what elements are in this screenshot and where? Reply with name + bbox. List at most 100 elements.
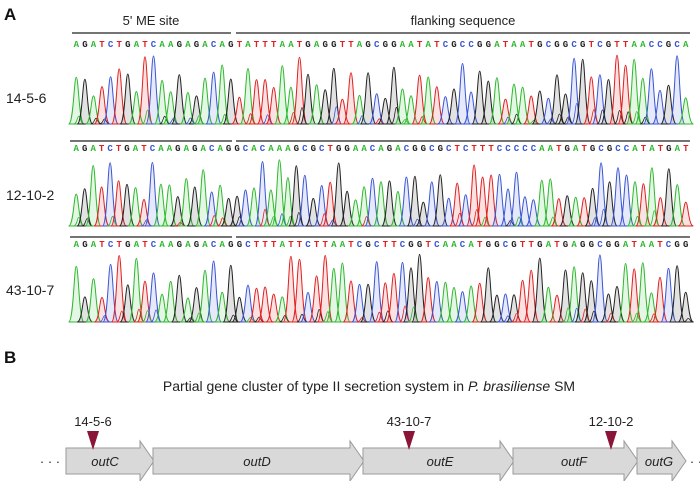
trace-peak <box>256 286 274 323</box>
trace-peak <box>265 293 282 323</box>
sample-label-12-10-2: 12-10-2 <box>6 187 54 203</box>
base-call: T <box>554 240 560 250</box>
gene-label-outE: outE <box>427 454 454 469</box>
trace-noise-peak <box>133 308 145 323</box>
base-call: T <box>383 240 389 250</box>
trace-peak <box>454 62 471 125</box>
base-call: C <box>260 144 266 154</box>
trace-peak <box>239 284 257 323</box>
trace-noise-peak <box>330 106 342 125</box>
base-call: G <box>305 40 310 50</box>
trace-noise-peak <box>648 313 660 323</box>
base-call: T <box>503 40 509 50</box>
dots-left: · · · <box>40 454 60 469</box>
trace-peak <box>178 177 195 227</box>
base-call: A <box>168 240 174 250</box>
base-call: G <box>606 240 611 250</box>
trace-peak <box>256 78 274 125</box>
trace-noise-peak <box>244 113 257 125</box>
base-call: A <box>217 144 223 154</box>
trace-peak <box>593 162 610 227</box>
base-call: G <box>417 240 422 250</box>
base-call: T <box>657 240 663 250</box>
trace-peak <box>111 68 128 125</box>
base-call: T <box>348 240 354 250</box>
base-call: A <box>683 40 689 50</box>
base-call: G <box>477 40 482 50</box>
trace-peak <box>359 72 377 125</box>
base-call: G <box>451 40 456 50</box>
trace-peak <box>540 286 557 323</box>
base-call: C <box>503 240 509 250</box>
base-call: A <box>185 240 191 250</box>
trace-peak <box>145 272 162 323</box>
base-call: G <box>606 40 611 50</box>
trace-peak <box>591 254 609 323</box>
base-call: C <box>108 240 114 250</box>
base-call: G <box>683 240 688 250</box>
base-call: C <box>468 40 474 50</box>
trace-noise-peak <box>562 116 574 125</box>
trace-peak <box>271 159 288 227</box>
base-call: C <box>615 144 621 154</box>
base-call: T <box>391 240 397 250</box>
base-call: G <box>82 40 87 50</box>
trace-peak <box>668 55 686 125</box>
base-call: C <box>429 144 435 154</box>
sample-label-43-10-7: 43-10-7 <box>6 282 54 298</box>
trace-peak <box>239 67 257 125</box>
base-call: C <box>624 144 630 154</box>
base-call: C <box>211 240 217 250</box>
trace-peak <box>531 90 548 125</box>
base-call: C <box>571 40 577 50</box>
base-call: A <box>640 240 646 250</box>
base-call: A <box>73 144 79 154</box>
trace-peak <box>282 255 300 323</box>
base-call: T <box>488 144 494 154</box>
trace-peak <box>179 91 197 125</box>
trace-peak <box>432 174 449 227</box>
base-call: G <box>331 40 336 50</box>
base-call: T <box>254 40 260 50</box>
trace-peak <box>574 272 591 323</box>
trace-noise-peak <box>632 215 643 227</box>
base-call: G <box>494 240 499 250</box>
flanking-header: flanking sequence <box>411 13 516 28</box>
trace-peak <box>274 65 291 125</box>
base-call: C <box>460 40 466 50</box>
trace-peak <box>643 167 660 227</box>
base-call: C <box>666 240 672 250</box>
trace-noise-peak <box>322 311 334 323</box>
trace-peak <box>161 184 178 227</box>
trace-peak <box>171 74 188 125</box>
base-call: T <box>581 144 587 154</box>
sample-label-14-5-6: 14-5-6 <box>6 90 47 106</box>
base-call: G <box>412 144 417 154</box>
trace-noise-peak <box>571 102 583 125</box>
trace-noise-peak <box>408 306 420 323</box>
base-call: A <box>184 144 190 154</box>
base-call: A <box>520 40 526 50</box>
base-call: T <box>271 40 277 50</box>
trace-peak <box>437 281 454 323</box>
insertion-label-14-5-6: 14-5-6 <box>74 414 112 429</box>
base-call: A <box>277 144 283 154</box>
base-call: G <box>177 240 182 250</box>
insertion-12-10-2: 12-10-2 <box>589 414 633 450</box>
gene-outD: outD <box>152 439 365 481</box>
trace-peak <box>205 260 222 323</box>
base-call: C <box>374 40 380 50</box>
trace-noise-peak <box>73 216 85 227</box>
base-call: G <box>311 144 316 154</box>
base-call: C <box>546 40 552 50</box>
base-call: A <box>443 240 449 250</box>
trace-peak <box>420 276 437 323</box>
base-call: A <box>340 240 346 250</box>
trace-noise-peak <box>588 109 600 125</box>
trace-peak <box>212 184 229 227</box>
base-call: A <box>251 144 257 154</box>
trace-peak <box>339 190 356 227</box>
trace-peak <box>508 171 525 227</box>
trace-noise-peak <box>296 107 308 125</box>
